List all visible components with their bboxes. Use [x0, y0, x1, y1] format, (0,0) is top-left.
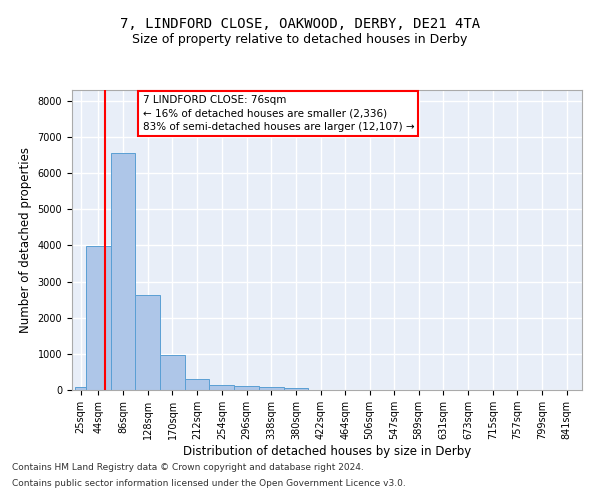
Text: 7 LINDFORD CLOSE: 76sqm
← 16% of detached houses are smaller (2,336)
83% of semi: 7 LINDFORD CLOSE: 76sqm ← 16% of detache…	[143, 96, 414, 132]
Text: 7, LINDFORD CLOSE, OAKWOOD, DERBY, DE21 4TA: 7, LINDFORD CLOSE, OAKWOOD, DERBY, DE21 …	[120, 18, 480, 32]
Text: Size of property relative to detached houses in Derby: Size of property relative to detached ho…	[133, 32, 467, 46]
Text: Contains public sector information licensed under the Open Government Licence v3: Contains public sector information licen…	[12, 478, 406, 488]
Bar	[209, 386, 234, 390]
Bar	[75, 388, 86, 390]
Bar	[185, 379, 209, 390]
Bar	[259, 386, 284, 390]
Bar	[160, 356, 185, 390]
Bar	[136, 296, 160, 390]
Y-axis label: Number of detached properties: Number of detached properties	[19, 147, 32, 333]
Bar	[234, 386, 259, 390]
X-axis label: Distribution of detached houses by size in Derby: Distribution of detached houses by size …	[183, 445, 471, 458]
Text: Contains HM Land Registry data © Crown copyright and database right 2024.: Contains HM Land Registry data © Crown c…	[12, 464, 364, 472]
Bar	[111, 153, 136, 390]
Bar	[86, 246, 111, 390]
Bar	[284, 388, 308, 390]
